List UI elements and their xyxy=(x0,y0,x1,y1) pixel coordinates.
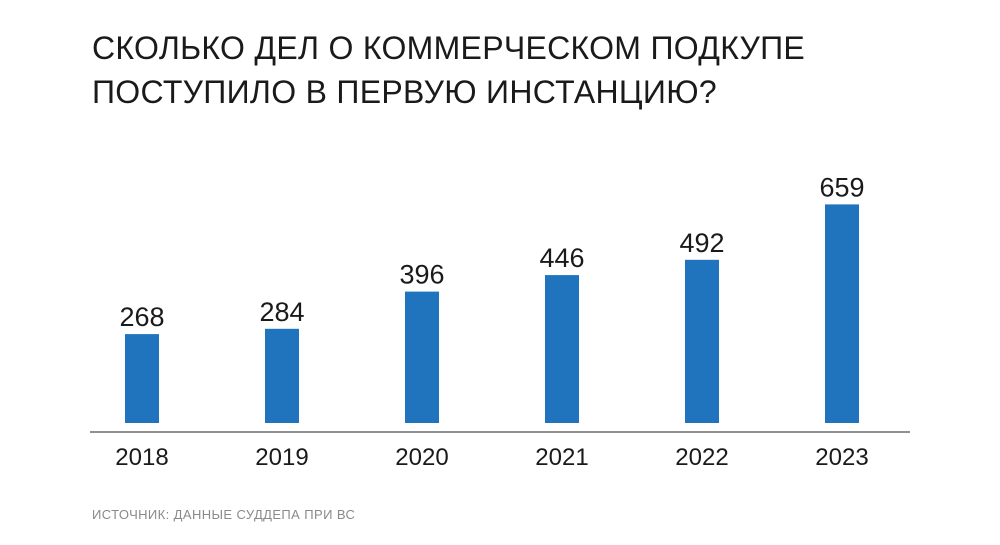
bar-2020 xyxy=(405,291,439,423)
x-tick-label-2020: 2020 xyxy=(395,444,448,471)
chart-title-line-2: ПОСТУПИЛО В ПЕРВУЮ ИНСТАНЦИЮ? xyxy=(92,74,717,110)
x-tick-label-2018: 2018 xyxy=(115,444,168,471)
value-label-2018: 268 xyxy=(119,302,164,332)
value-label-2021: 446 xyxy=(539,243,584,273)
chart-title-line-1: СКОЛЬКО ДЕЛ О КОММЕРЧЕСКОМ ПОДКУПЕ xyxy=(92,30,806,66)
value-label-2019: 284 xyxy=(259,297,304,327)
value-label-2020: 396 xyxy=(399,260,444,290)
x-tick-label-group: 2018 2019 2020 2021 2022 2023 xyxy=(115,444,868,471)
bar-2021 xyxy=(545,275,579,423)
bar-2023 xyxy=(825,204,859,423)
x-tick-label-2023: 2023 xyxy=(815,444,868,471)
x-tick-label-2021: 2021 xyxy=(535,444,588,471)
x-tick-label-2019: 2019 xyxy=(255,444,308,471)
value-label-2023: 659 xyxy=(819,172,864,202)
value-label-group: 268 284 396 446 492 659 xyxy=(119,172,864,332)
bar-2022 xyxy=(685,259,719,423)
bar-2019 xyxy=(265,328,299,423)
value-label-2022: 492 xyxy=(679,228,724,258)
bar-2018 xyxy=(125,334,159,423)
chart-title: СКОЛЬКО ДЕЛ О КОММЕРЧЕСКОМ ПОДКУПЕ ПОСТУ… xyxy=(92,26,952,114)
source-note: ИСТОЧНИК: ДАННЫЕ СУДДЕПА ПРИ ВС xyxy=(92,507,356,522)
x-tick-label-2022: 2022 xyxy=(675,444,728,471)
bar-group xyxy=(125,204,859,423)
